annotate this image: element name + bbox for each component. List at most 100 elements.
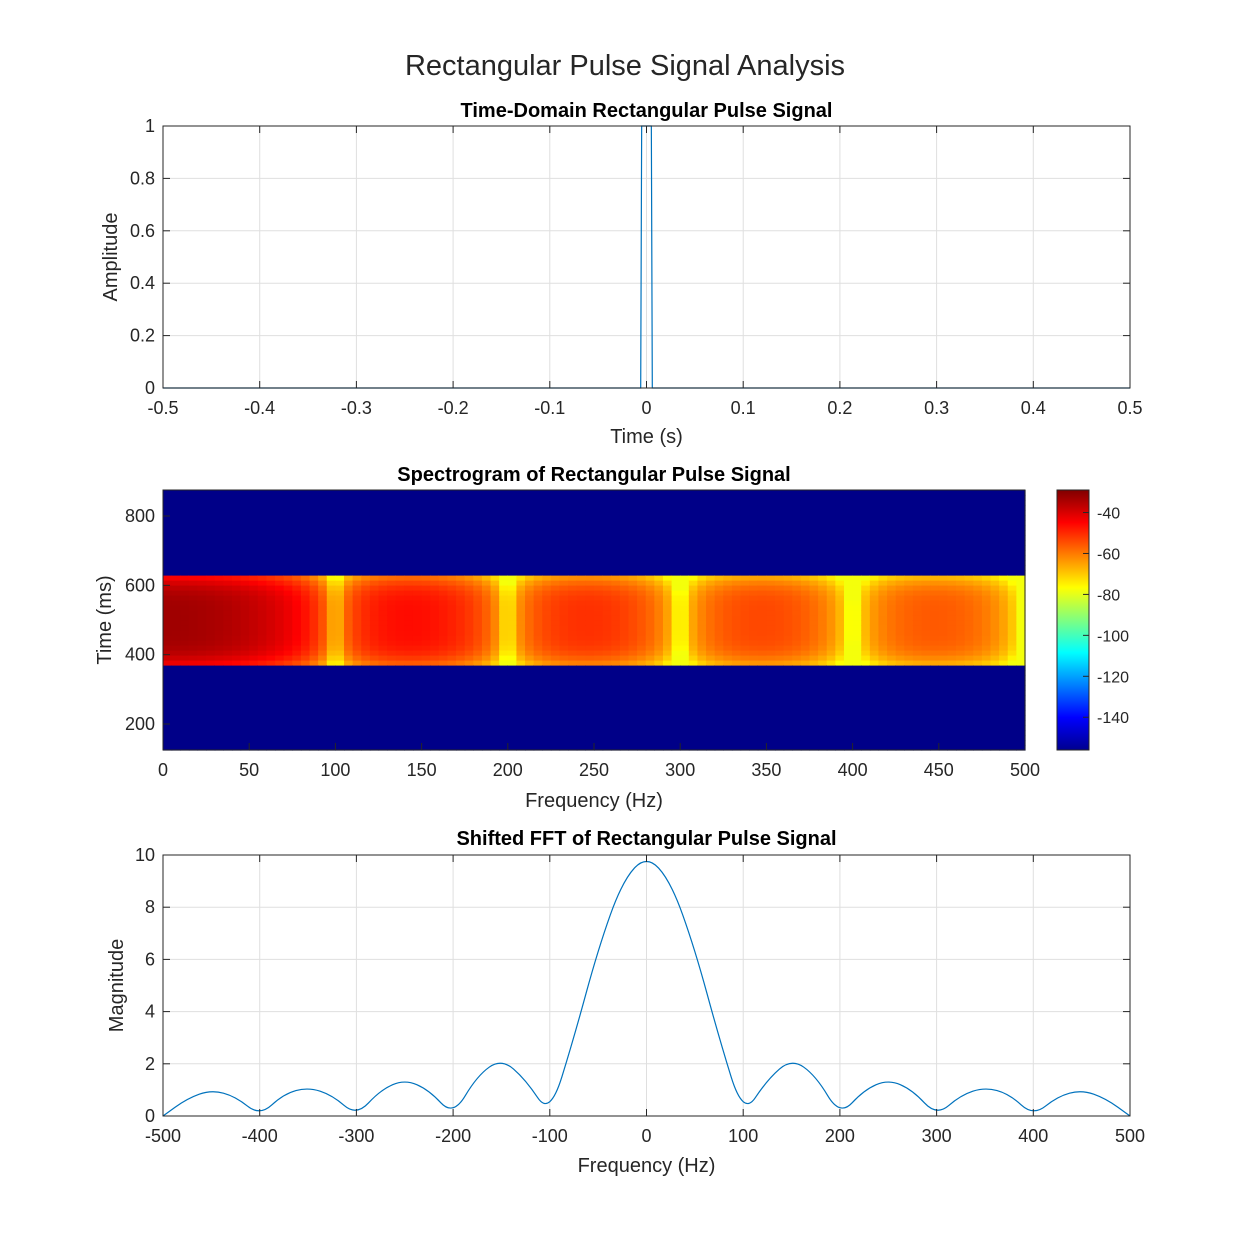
spectrogram-cell — [602, 570, 612, 576]
spectrogram-cell — [559, 555, 569, 561]
spectrogram-cell — [412, 605, 423, 611]
spectrogram-cell — [723, 715, 733, 721]
spectrogram-cell — [731, 665, 742, 671]
spectrogram-cell — [783, 645, 793, 651]
spectrogram-cell — [688, 575, 699, 581]
spectrogram-cell — [490, 700, 500, 706]
spectrogram-cell — [749, 685, 759, 691]
spectrogram-cell — [464, 565, 474, 571]
spectrogram-cell — [283, 610, 293, 616]
spectrogram-cell — [964, 715, 974, 721]
spectrogram-cell — [792, 625, 802, 631]
spectrogram-cell — [326, 670, 336, 676]
spectrogram-cell — [300, 710, 311, 716]
spectrogram-cell — [852, 725, 862, 731]
spectrogram-cell — [214, 645, 224, 651]
spectrogram-cell — [421, 495, 431, 501]
spectrogram-cell — [645, 650, 655, 656]
spectrogram-cell — [369, 695, 380, 701]
spectrogram-cell — [861, 690, 871, 696]
spectrogram-cell — [369, 725, 380, 731]
spectrogram-cell — [197, 710, 207, 716]
spectrogram-cell — [369, 555, 380, 561]
spectrogram-cell — [499, 555, 509, 561]
spectrogram-cell — [594, 570, 604, 576]
spectrogram-cell — [223, 675, 233, 681]
spectrogram-cell — [249, 535, 259, 541]
spectrogram-cell — [412, 635, 423, 641]
spectrogram-cell — [697, 520, 707, 526]
spectrogram-cell — [930, 525, 940, 531]
spectrogram-cell — [438, 515, 449, 521]
spectrogram-cell — [947, 615, 957, 621]
spectrogram-cell — [706, 525, 716, 531]
spectrogram-cell — [869, 540, 880, 546]
spectrogram-cell — [594, 645, 604, 651]
spectrogram-cell — [206, 600, 216, 606]
spectrogram-cell — [395, 495, 405, 501]
spectrogram-cell — [412, 490, 423, 496]
spectrogram-cell — [964, 735, 974, 741]
spectrogram-cell — [602, 525, 612, 531]
spectrogram-cell — [731, 560, 742, 566]
spectrogram-cell — [611, 505, 621, 511]
spectrogram-cell — [266, 565, 276, 571]
spectrogram-cell — [861, 635, 871, 641]
spectrogram-cell — [826, 525, 836, 531]
spectrogram-cell — [568, 730, 578, 736]
spectrogram-cell — [447, 720, 457, 726]
spectrogram-cell — [395, 585, 405, 591]
spectrogram-cell — [706, 605, 716, 611]
spectrogram-cell — [378, 620, 388, 626]
spectrogram-cell — [964, 690, 974, 696]
spectrogram-cell — [533, 685, 543, 691]
spectrogram-cell — [266, 730, 276, 736]
spectrogram-cell — [197, 725, 207, 731]
spectrogram-cell — [835, 585, 845, 591]
spectrogram-cell — [361, 715, 371, 721]
spectrogram-cell — [300, 520, 311, 526]
spectrogram-cell — [490, 670, 500, 676]
spectrogram-cell — [757, 675, 767, 681]
spectrogram-cell — [344, 500, 354, 506]
spectrogram-cell — [473, 745, 483, 751]
spectrogram-cell — [576, 545, 586, 551]
spectrogram-cell — [654, 625, 664, 631]
spectrogram-cell — [878, 520, 888, 526]
spectrogram-cell — [188, 490, 199, 496]
spectrogram-cell — [662, 715, 673, 721]
spectrogram-cell — [662, 500, 673, 506]
spectrogram-cell — [257, 540, 268, 546]
spectrogram-cell — [430, 650, 440, 656]
spectrogram-cell — [326, 745, 336, 751]
spectrogram-cell — [964, 495, 974, 501]
spectrogram-cell — [576, 555, 586, 561]
spectrogram-cell — [757, 660, 767, 666]
spectrogram-cell — [404, 610, 414, 616]
spectrogram-cell — [861, 575, 871, 581]
spectrogram-cell — [473, 505, 483, 511]
spectrogram-cell — [456, 510, 466, 516]
spectrogram-cell — [835, 555, 845, 561]
spectrogram-cell — [214, 640, 224, 646]
spectrogram-cell — [507, 580, 518, 586]
spectrogram-cell — [300, 500, 311, 506]
spectrogram-cell — [637, 640, 647, 646]
spectrogram-cell — [550, 590, 561, 596]
spectrogram-cell — [516, 715, 526, 721]
spectrogram-cell — [671, 640, 681, 646]
spectrogram-cell — [300, 745, 311, 751]
spectrogram-cell — [809, 720, 819, 726]
spectrogram-cell — [421, 685, 431, 691]
spectrogram-cell — [533, 560, 543, 566]
spectrogram-cell — [542, 565, 552, 571]
spectrogram-cell — [956, 555, 966, 561]
spectrogram-cell — [714, 590, 724, 596]
spectrogram-cell — [662, 730, 673, 736]
spectrogram-cell — [542, 665, 552, 671]
spectrogram-cell — [654, 560, 664, 566]
spectrogram-cell — [637, 575, 647, 581]
spectrogram-cell — [800, 545, 811, 551]
spectrogram-cell — [300, 640, 311, 646]
spectrogram-cell — [843, 615, 854, 621]
